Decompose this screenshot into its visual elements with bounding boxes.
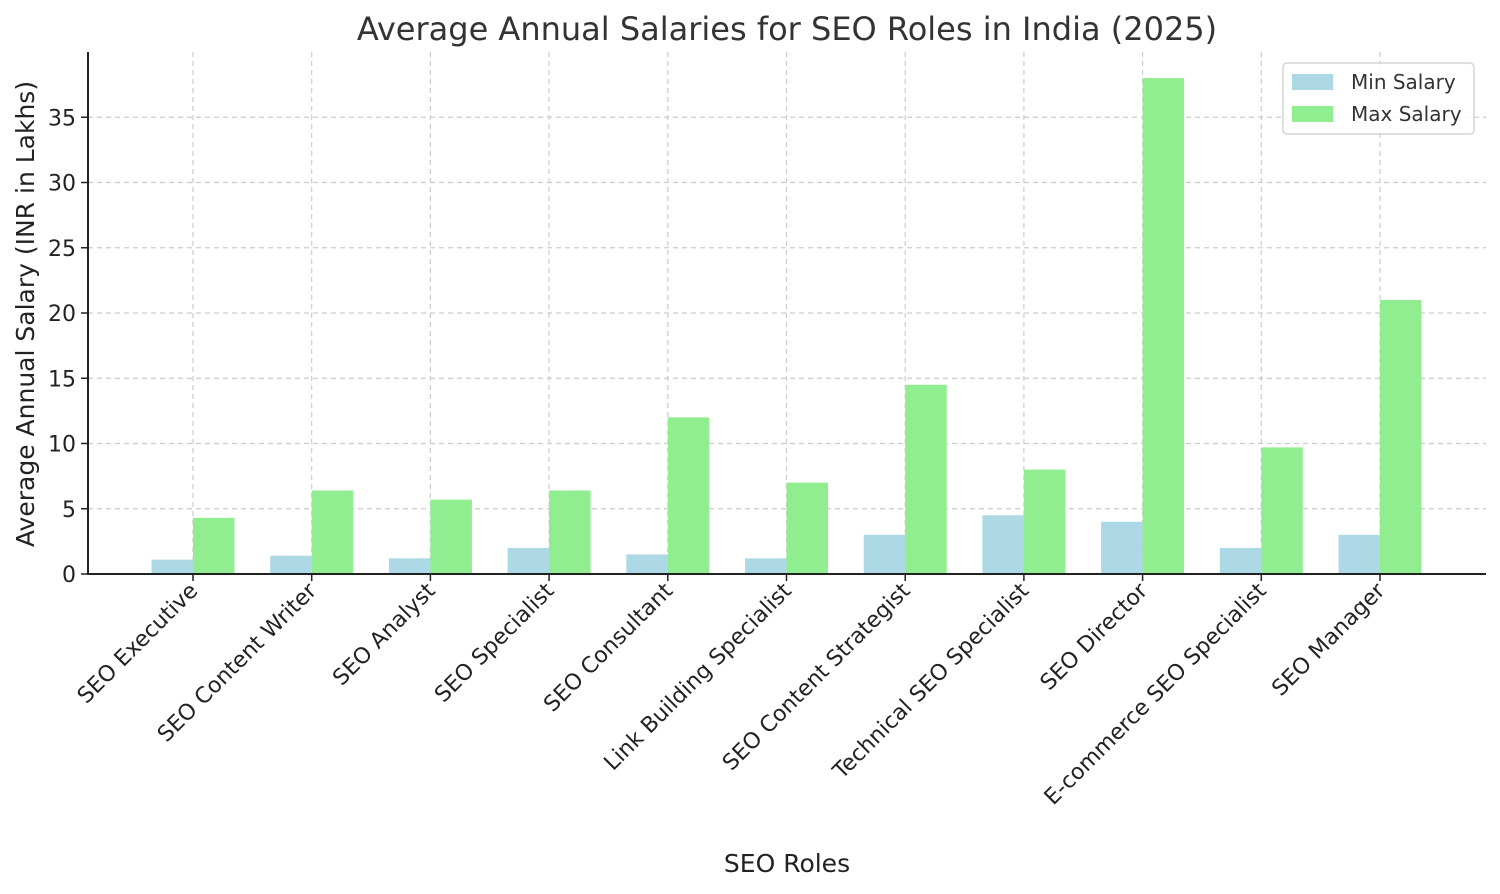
min-salary-bar [863, 534, 906, 574]
legend-swatch [1292, 106, 1333, 122]
y-axis-label: Average Annual Salary (INR in Lakhs) [11, 81, 40, 547]
min-salary-bar [982, 515, 1024, 574]
max-salary-bar [549, 490, 591, 574]
bars [151, 78, 1422, 574]
max-salary-bar [786, 482, 828, 574]
x-tick-label: SEO Manager [1267, 578, 1390, 701]
y-tick-label: 10 [48, 433, 76, 458]
min-salary-bar [1101, 521, 1143, 574]
max-salary-bar [193, 517, 235, 574]
x-tick-label: Technical SEO Specialist [828, 578, 1034, 784]
min-salary-bar [507, 547, 550, 574]
max-salary-bar [1380, 299, 1422, 574]
min-salary-bar [151, 559, 193, 574]
x-tick-label: SEO Director [1036, 578, 1154, 696]
max-salary-bar [430, 499, 472, 574]
max-salary-bar [667, 417, 710, 574]
max-salary-bar [905, 384, 947, 574]
min-salary-bar [626, 554, 668, 574]
min-salary-bar [270, 555, 312, 574]
y-tick-label: 20 [48, 302, 76, 327]
x-tick-label: SEO Analyst [328, 578, 441, 691]
x-tick-label: SEO Executive [73, 579, 203, 709]
x-tick-label: SEO Specialist [430, 578, 559, 707]
x-tick-label: SEO Consultant [539, 578, 678, 717]
y-tick-label: 15 [48, 367, 76, 392]
y-tick-label: 30 [48, 172, 76, 197]
x-tick-label: Link Building Specialist [600, 578, 797, 775]
max-salary-bar [1023, 469, 1066, 574]
max-salary-bar [1142, 78, 1185, 574]
min-salary-bar [1219, 547, 1262, 574]
min-salary-bar [745, 558, 787, 574]
min-salary-bar [388, 558, 431, 574]
legend: Min Salary Max Salary [1282, 62, 1475, 135]
y-tick-label: 0 [62, 563, 76, 588]
max-salary-bar [1261, 447, 1303, 574]
legend-label: Min Salary [1351, 70, 1456, 94]
y-tick-label: 5 [62, 498, 76, 523]
max-salary-bar [311, 490, 354, 574]
y-tick-label: 25 [48, 237, 76, 262]
x-tick-label: E-commerce SEO Specialist [1040, 578, 1272, 810]
min-salary-bar [1338, 534, 1380, 574]
chart-title: Average Annual Salaries for SEO Roles in… [357, 10, 1217, 48]
legend-swatch [1292, 74, 1333, 90]
y-axis-ticks: 0 5 10 15 20 25 30 35 [48, 106, 88, 588]
legend-label: Max Salary [1351, 102, 1462, 126]
x-axis-label: SEO Roles [724, 849, 850, 878]
y-tick-label: 35 [48, 106, 76, 131]
x-tick-label: SEO Content Strategist [718, 578, 916, 776]
